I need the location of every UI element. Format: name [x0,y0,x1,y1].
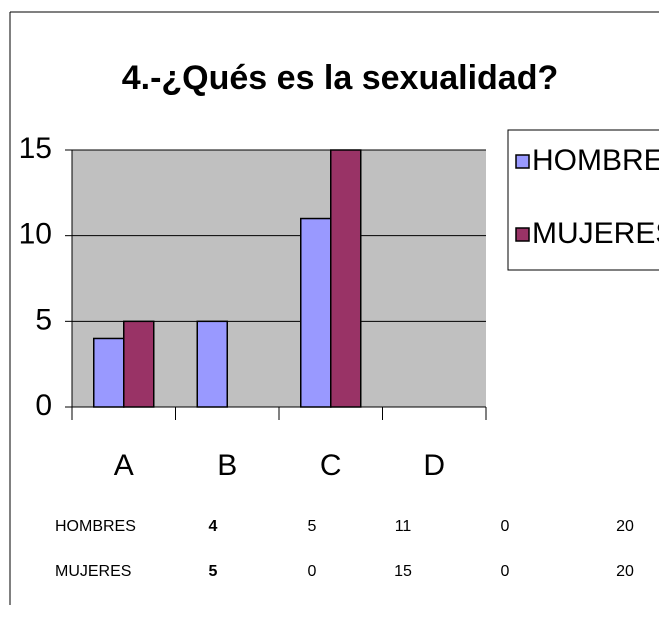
x-tick-label: D [423,449,445,482]
x-tick-label: A [114,449,134,482]
legend-swatch [515,227,530,242]
bar [300,217,332,408]
table-cell: 0 [501,563,510,580]
table-cell: 0 [501,518,510,535]
table-total: 20 [616,563,634,580]
table-cell: 5 [308,518,317,535]
legend-swatch [515,154,530,169]
table-cell: 4 [209,518,218,535]
table-total: 20 [616,518,634,535]
x-tick-label: B [217,449,237,482]
table-cell: 11 [395,518,412,535]
table-cell: 5 [209,563,218,580]
x-tick-label: C [320,449,342,482]
table-cell: 0 [308,563,317,580]
legend-label: MUJERES [532,217,659,250]
bar [123,320,155,408]
y-tick-label: 10 [19,218,52,251]
table-cell: 15 [394,563,412,580]
legend-label: HOMBRES [532,144,659,177]
table-row-label: MUJERES [55,563,131,580]
legend-box [507,129,659,271]
chart-title: 4.-¿Qués es la sexualidad? [122,59,559,97]
y-tick-label: 0 [35,389,52,422]
bar [196,320,228,408]
bar [330,149,362,408]
y-tick-label: 5 [35,303,52,336]
y-tick-label: 15 [19,132,52,165]
bar [93,337,125,408]
table-row-label: HOMBRES [55,518,136,535]
